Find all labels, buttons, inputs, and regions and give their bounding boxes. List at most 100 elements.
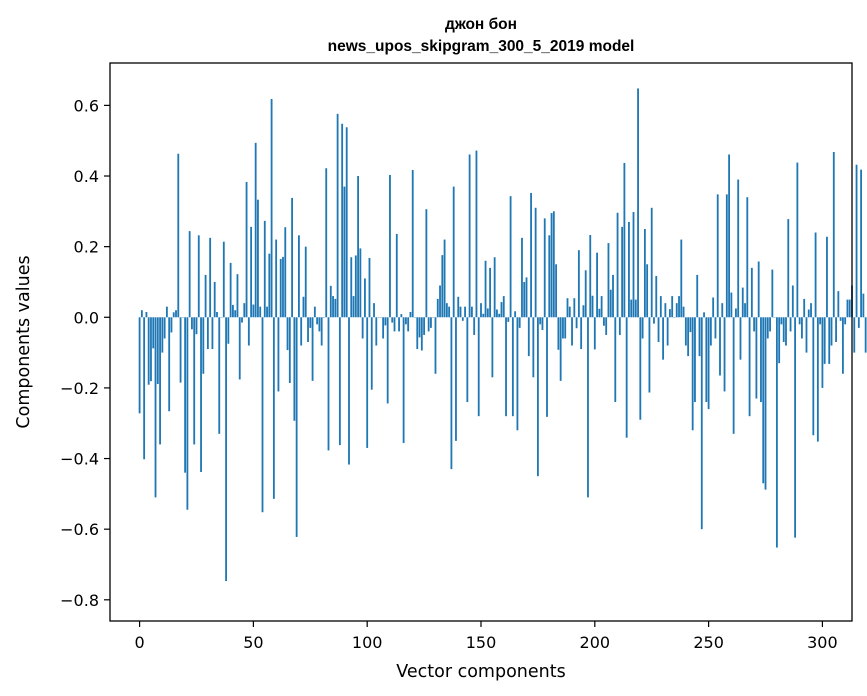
bar xyxy=(366,317,369,448)
bar xyxy=(245,182,248,318)
bar xyxy=(511,317,514,417)
bar xyxy=(484,260,487,318)
bar xyxy=(766,317,769,339)
bar xyxy=(705,317,708,403)
bar xyxy=(862,293,865,318)
bar xyxy=(163,317,166,339)
bar xyxy=(582,305,585,318)
bar xyxy=(848,299,851,318)
y-tick-label: 0.0 xyxy=(74,308,99,327)
bar xyxy=(227,317,230,344)
bar xyxy=(618,317,621,335)
bar xyxy=(769,317,771,332)
bar xyxy=(775,317,778,548)
bar xyxy=(261,317,264,513)
y-tick-label: −0.6 xyxy=(60,520,99,539)
bar xyxy=(732,317,735,434)
bar xyxy=(195,317,198,335)
y-tick-label: −0.8 xyxy=(60,591,99,610)
bar xyxy=(630,299,633,318)
x-tick-label: 50 xyxy=(243,633,263,652)
bar xyxy=(532,317,535,378)
bar xyxy=(443,239,446,318)
bar xyxy=(457,296,460,318)
bar xyxy=(835,317,837,342)
chart-title-line2: news_upos_skipgram_300_5_2019 model xyxy=(328,38,635,55)
bar xyxy=(293,317,296,421)
bar xyxy=(348,317,350,465)
bar xyxy=(539,317,542,325)
bar xyxy=(680,239,683,318)
bar xyxy=(837,291,840,318)
bar xyxy=(213,281,216,318)
bar xyxy=(612,274,614,318)
bar xyxy=(318,317,321,332)
bar xyxy=(689,317,692,333)
bar xyxy=(154,317,157,498)
bar xyxy=(603,317,605,326)
bar xyxy=(505,317,507,417)
bar xyxy=(741,287,744,318)
bar xyxy=(621,226,624,318)
bar xyxy=(514,311,517,318)
bar xyxy=(291,197,293,318)
bar xyxy=(712,297,715,318)
bar xyxy=(272,317,275,499)
y-tick-label: 0.4 xyxy=(74,167,99,186)
bar xyxy=(375,317,378,346)
bar xyxy=(846,299,849,318)
bar xyxy=(395,233,398,318)
bar xyxy=(694,317,696,403)
bar xyxy=(671,296,674,318)
bar xyxy=(760,317,762,403)
bar xyxy=(284,227,287,318)
y-tick-label: −0.4 xyxy=(60,450,99,469)
bar xyxy=(521,237,523,318)
bar xyxy=(402,317,405,444)
bar xyxy=(336,113,339,318)
bar xyxy=(552,211,555,318)
bar xyxy=(789,317,792,332)
x-axis-label: Vector components xyxy=(396,662,565,682)
bar xyxy=(596,252,598,318)
bar xyxy=(338,317,341,446)
bar xyxy=(364,278,366,318)
bar xyxy=(184,317,187,473)
bar xyxy=(279,259,282,318)
bar xyxy=(555,264,558,318)
bar xyxy=(491,317,494,378)
bar xyxy=(819,317,822,325)
bar xyxy=(263,220,266,318)
bar xyxy=(678,296,680,318)
bar xyxy=(147,317,150,385)
bar xyxy=(546,317,548,417)
bar xyxy=(527,317,530,357)
bar xyxy=(830,317,833,346)
bar xyxy=(150,317,152,382)
bar xyxy=(398,317,400,332)
bar xyxy=(350,257,353,318)
bar xyxy=(659,296,662,318)
y-tick-label: −0.2 xyxy=(60,379,99,398)
bar xyxy=(361,317,364,339)
bar xyxy=(543,218,546,318)
bar xyxy=(311,317,314,381)
bar xyxy=(782,317,785,342)
bar xyxy=(416,317,419,350)
bar xyxy=(329,285,332,318)
bar xyxy=(716,194,719,318)
bar xyxy=(780,317,783,325)
bar xyxy=(298,235,300,318)
bar xyxy=(566,298,569,318)
bar xyxy=(739,317,742,360)
bar xyxy=(568,306,571,318)
bar xyxy=(853,317,856,353)
bar xyxy=(459,306,462,318)
bar xyxy=(159,317,161,445)
bar xyxy=(530,192,532,318)
bar xyxy=(218,317,221,434)
bar xyxy=(696,274,699,318)
bar xyxy=(796,162,799,318)
bar xyxy=(591,295,594,318)
bar xyxy=(259,306,262,318)
